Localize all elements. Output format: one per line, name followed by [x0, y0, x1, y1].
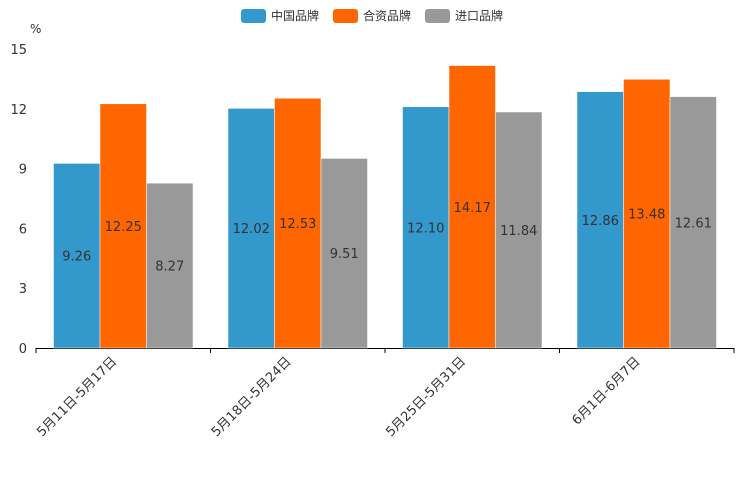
- data-label: 12.61: [675, 216, 712, 231]
- bar-3-1: [146, 182, 194, 349]
- data-label: 13.48: [628, 208, 665, 223]
- legend-swatch: [332, 8, 358, 23]
- y-tick-label: 0: [19, 342, 27, 357]
- y-tick-label: 6: [19, 222, 27, 237]
- data-label: 12.02: [233, 222, 270, 237]
- legend-swatch: [425, 8, 450, 23]
- bar-2-4: [623, 79, 671, 349]
- bar-1-1: [53, 163, 101, 349]
- bar-1-3: [402, 106, 450, 349]
- data-label: 12.86: [582, 214, 619, 229]
- bar-2-3: [448, 65, 496, 349]
- y-tick-label: 9: [19, 163, 27, 178]
- legend-item-3[interactable]: 进口品牌: [425, 7, 503, 24]
- data-label: 11.84: [500, 224, 537, 239]
- y-tick-label: 3: [19, 282, 27, 297]
- data-label: 8.27: [155, 260, 184, 275]
- bar-2-2: [274, 97, 322, 349]
- bar-3-4: [669, 96, 717, 349]
- bar-3-3: [495, 111, 543, 349]
- bar-1-2: [227, 108, 275, 349]
- bar-3-2: [320, 158, 368, 349]
- y-axis-unit: %: [30, 22, 42, 36]
- data-label: 9.51: [330, 247, 359, 262]
- data-label: 12.10: [407, 221, 444, 236]
- legend-swatch: [240, 8, 266, 23]
- x-tick-label: 5月25日-5月31日: [383, 354, 469, 440]
- legend-item-1[interactable]: 中国品牌: [240, 7, 319, 24]
- x-tick-label: 5月18日-5月24日: [209, 354, 295, 440]
- legend-label: 合资品牌: [362, 9, 411, 23]
- legend: 中国品牌 合资品牌 进口品牌: [0, 7, 744, 24]
- data-label: 12.25: [105, 220, 142, 235]
- data-label: 9.26: [62, 250, 91, 265]
- data-label: 14.17: [454, 201, 491, 216]
- legend-item-2[interactable]: 合资品牌: [332, 7, 411, 24]
- x-tick-label: 6月1日-6月7日: [569, 354, 643, 428]
- bar-1-4: [576, 91, 624, 349]
- y-tick-label: 15: [10, 43, 27, 58]
- legend-label: 进口品牌: [455, 9, 504, 23]
- bar-2-1: [99, 103, 147, 349]
- data-label: 12.53: [279, 217, 316, 232]
- legend-label: 中国品牌: [270, 9, 319, 23]
- x-tick-label: 5月11日-5月17日: [34, 354, 120, 440]
- y-tick-label: 12: [10, 103, 27, 118]
